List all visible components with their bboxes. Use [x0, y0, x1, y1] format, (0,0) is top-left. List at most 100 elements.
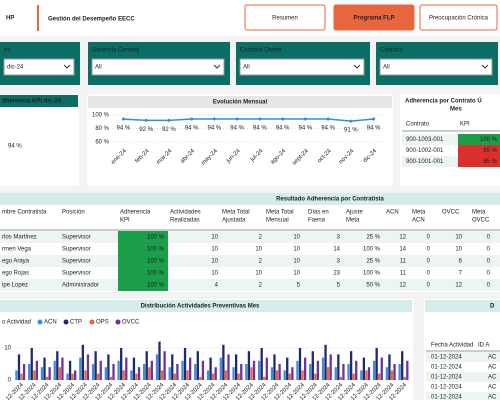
bar	[406, 360, 409, 380]
filter-value[interactable]: dic-24	[7, 65, 24, 71]
cell: 100 %	[480, 137, 498, 143]
filter-value[interactable]: All	[95, 65, 102, 71]
kpi-cell	[458, 156, 500, 167]
bar	[91, 364, 95, 380]
filter-value[interactable]: All	[383, 65, 390, 71]
bar	[58, 367, 62, 380]
bar	[237, 373, 240, 380]
bar	[148, 367, 151, 380]
cell: AC	[488, 395, 497, 400]
cell: 14	[333, 247, 340, 253]
bar	[232, 367, 235, 380]
bar	[122, 370, 125, 380]
bar	[137, 367, 141, 380]
filter-dropdown[interactable]	[91, 58, 225, 76]
cell: 2	[259, 283, 263, 289]
bar	[283, 370, 286, 380]
bar	[74, 370, 77, 380]
bar	[227, 354, 230, 380]
cell: 25 %	[366, 259, 380, 265]
nav-button-label[interactable]: Preocupación Crónica	[429, 16, 489, 22]
nav-button[interactable]	[419, 4, 498, 31]
bar	[181, 360, 184, 380]
column-header: Meta Total	[266, 210, 294, 216]
filter-label: Gerencia General	[92, 48, 139, 54]
nav-button-label[interactable]: Programa FLP	[353, 16, 394, 22]
legend-label: OVCC	[122, 320, 140, 326]
cell: 23	[333, 271, 340, 277]
dropdown-arrow[interactable]	[481, 64, 489, 69]
bar	[79, 357, 82, 380]
cell: 0	[487, 283, 491, 289]
nav-button-label[interactable]: Resumen	[272, 16, 298, 22]
column-header: Mensual	[266, 218, 289, 224]
line-point	[258, 117, 262, 121]
line-point	[190, 117, 194, 121]
bar	[252, 360, 256, 380]
cell: 3	[337, 235, 341, 241]
bar	[160, 370, 164, 380]
dropdown-arrow[interactable]	[353, 64, 361, 69]
bar	[71, 373, 74, 380]
cell: 900-1003-001	[406, 137, 444, 143]
cell: ego Rojas	[2, 271, 29, 277]
nav-button[interactable]	[244, 4, 326, 31]
bar	[15, 370, 18, 380]
bar	[270, 367, 274, 380]
data-label: 94 %	[253, 126, 267, 132]
bar	[219, 357, 222, 380]
filter-dropdown[interactable]	[239, 58, 365, 76]
cell: 900-1001-001	[406, 159, 444, 165]
cell: AC	[488, 365, 497, 371]
cell: 10	[455, 247, 462, 253]
cell: 10	[293, 235, 300, 241]
bar	[257, 360, 261, 380]
column-header: Fecha Actividad	[431, 343, 473, 349]
bar	[309, 364, 312, 380]
cell: 0	[427, 235, 431, 241]
data-label: 91 %	[344, 128, 358, 134]
data-label: 94 %	[276, 126, 290, 132]
bar	[273, 354, 276, 380]
bar	[298, 348, 302, 380]
column-header: Posición	[62, 210, 85, 216]
cell: Supervisor	[62, 259, 91, 265]
cell: 85 %	[483, 148, 497, 154]
table-title: Adherencia por Contrato Ú	[405, 98, 482, 105]
cell: AC	[488, 355, 497, 361]
bar	[84, 370, 87, 380]
kpi-cell	[458, 134, 500, 145]
bar	[250, 367, 253, 380]
bar	[247, 351, 251, 380]
bar	[388, 354, 391, 380]
bar	[48, 367, 51, 380]
kpi-cell	[118, 243, 168, 255]
dropdown-arrow[interactable]	[63, 64, 71, 69]
data-label: 94 %	[117, 126, 131, 132]
cell: rmen Vega	[2, 247, 32, 253]
cell: 0	[427, 247, 431, 253]
line-point	[326, 117, 330, 121]
y-tick-label: 100 %	[92, 113, 110, 119]
dropdown-arrow[interactable]	[213, 64, 221, 69]
bar	[68, 360, 72, 380]
bar	[288, 373, 291, 380]
bar	[362, 357, 366, 380]
bar	[186, 370, 189, 380]
cell: 4	[215, 283, 219, 289]
filter-value[interactable]: All	[243, 65, 250, 71]
nav-button[interactable]	[333, 4, 415, 31]
logo: HP	[6, 16, 14, 22]
legend-swatch	[63, 319, 69, 325]
filter-dropdown[interactable]	[379, 58, 493, 76]
cell: 6	[459, 259, 463, 265]
column-header: OVCC	[442, 210, 460, 216]
bar	[66, 373, 69, 380]
column-header: Contrato	[406, 122, 430, 128]
bar	[316, 360, 320, 380]
filter-dropdown[interactable]	[3, 58, 75, 76]
bar	[163, 351, 166, 380]
bar	[86, 354, 90, 380]
cell: 100 %	[147, 259, 165, 265]
